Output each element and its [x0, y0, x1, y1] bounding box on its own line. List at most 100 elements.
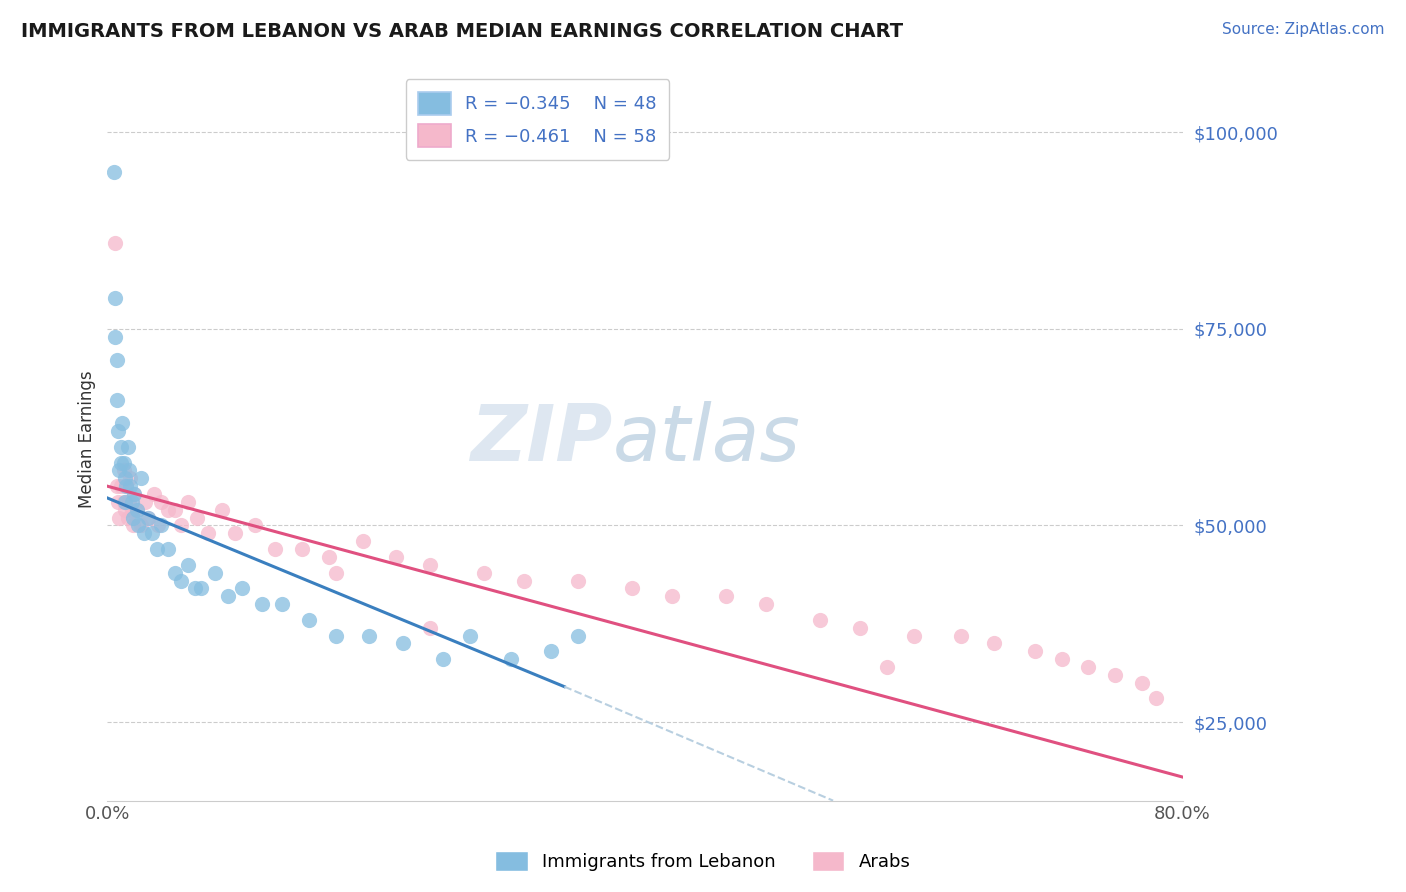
Point: [661, 589, 683, 603]
Point: [298, 613, 321, 627]
Point: [118, 463, 141, 477]
Point: [1144, 691, 1167, 706]
Point: [949, 628, 972, 642]
Point: [291, 542, 314, 557]
Point: [110, 456, 132, 470]
Point: [112, 463, 135, 477]
Text: atlas: atlas: [613, 401, 800, 477]
Point: [808, 613, 831, 627]
Point: [849, 621, 872, 635]
Point: [318, 549, 340, 564]
Point: [105, 392, 128, 407]
Legend: Immigrants from Lebanon, Arabs: Immigrants from Lebanon, Arabs: [488, 844, 918, 879]
Point: [620, 582, 643, 596]
Point: [122, 510, 145, 524]
Point: [146, 542, 169, 557]
Text: ZIP: ZIP: [471, 401, 613, 477]
Point: [385, 549, 408, 564]
Point: [117, 440, 139, 454]
Point: [150, 495, 173, 509]
Point: [114, 502, 136, 516]
Point: [903, 628, 925, 642]
Point: [148, 518, 170, 533]
Point: [122, 487, 145, 501]
Point: [163, 502, 186, 516]
Point: [271, 597, 294, 611]
Point: [114, 495, 136, 509]
Point: [120, 471, 142, 485]
Point: [115, 479, 138, 493]
Point: [132, 526, 155, 541]
Point: [714, 589, 737, 603]
Point: [432, 652, 454, 666]
Point: [392, 636, 415, 650]
Point: [217, 589, 239, 603]
Point: [567, 628, 589, 642]
Point: [112, 495, 135, 509]
Point: [177, 558, 200, 572]
Point: [170, 518, 193, 533]
Point: [104, 291, 127, 305]
Point: [104, 235, 127, 250]
Point: [359, 628, 381, 642]
Point: [983, 636, 1005, 650]
Point: [1104, 668, 1126, 682]
Point: [104, 330, 127, 344]
Point: [121, 495, 143, 509]
Point: [107, 495, 129, 509]
Point: [186, 510, 208, 524]
Point: [231, 582, 253, 596]
Point: [111, 417, 134, 431]
Point: [156, 502, 179, 516]
Point: [876, 660, 898, 674]
Point: [122, 518, 145, 533]
Point: [1024, 644, 1046, 658]
Point: [1077, 660, 1099, 674]
Point: [472, 566, 495, 580]
Point: [122, 487, 145, 501]
Point: [129, 518, 152, 533]
Point: [224, 526, 246, 541]
Point: [458, 628, 481, 642]
Point: [105, 353, 128, 368]
Point: [499, 652, 522, 666]
Text: IMMIGRANTS FROM LEBANON VS ARAB MEDIAN EARNINGS CORRELATION CHART: IMMIGRANTS FROM LEBANON VS ARAB MEDIAN E…: [21, 22, 903, 41]
Point: [177, 495, 200, 509]
Point: [264, 542, 287, 557]
Point: [134, 495, 156, 509]
Point: [211, 502, 233, 516]
Point: [141, 526, 163, 541]
Point: [419, 558, 441, 572]
Point: [190, 582, 212, 596]
Point: [121, 502, 143, 516]
Point: [245, 518, 267, 533]
Point: [1130, 675, 1153, 690]
Point: [184, 582, 207, 596]
Point: [107, 424, 129, 438]
Point: [117, 510, 139, 524]
Point: [125, 502, 148, 516]
Point: [163, 566, 186, 580]
Point: [352, 534, 374, 549]
Point: [129, 471, 152, 485]
Point: [136, 510, 159, 524]
Point: [1050, 652, 1073, 666]
Point: [110, 440, 132, 454]
Point: [112, 456, 135, 470]
Point: [325, 566, 347, 580]
Point: [156, 542, 179, 557]
Point: [136, 510, 159, 524]
Legend: R = −0.345    N = 48, R = −0.461    N = 58: R = −0.345 N = 48, R = −0.461 N = 58: [405, 79, 669, 160]
Point: [204, 566, 226, 580]
Point: [114, 471, 136, 485]
Point: [170, 574, 193, 588]
Point: [567, 574, 589, 588]
Point: [143, 487, 166, 501]
Point: [103, 165, 125, 179]
Text: Source: ZipAtlas.com: Source: ZipAtlas.com: [1222, 22, 1385, 37]
Point: [513, 574, 536, 588]
Y-axis label: Median Earnings: Median Earnings: [79, 370, 96, 508]
Point: [125, 502, 148, 516]
Point: [540, 644, 562, 658]
Point: [755, 597, 778, 611]
